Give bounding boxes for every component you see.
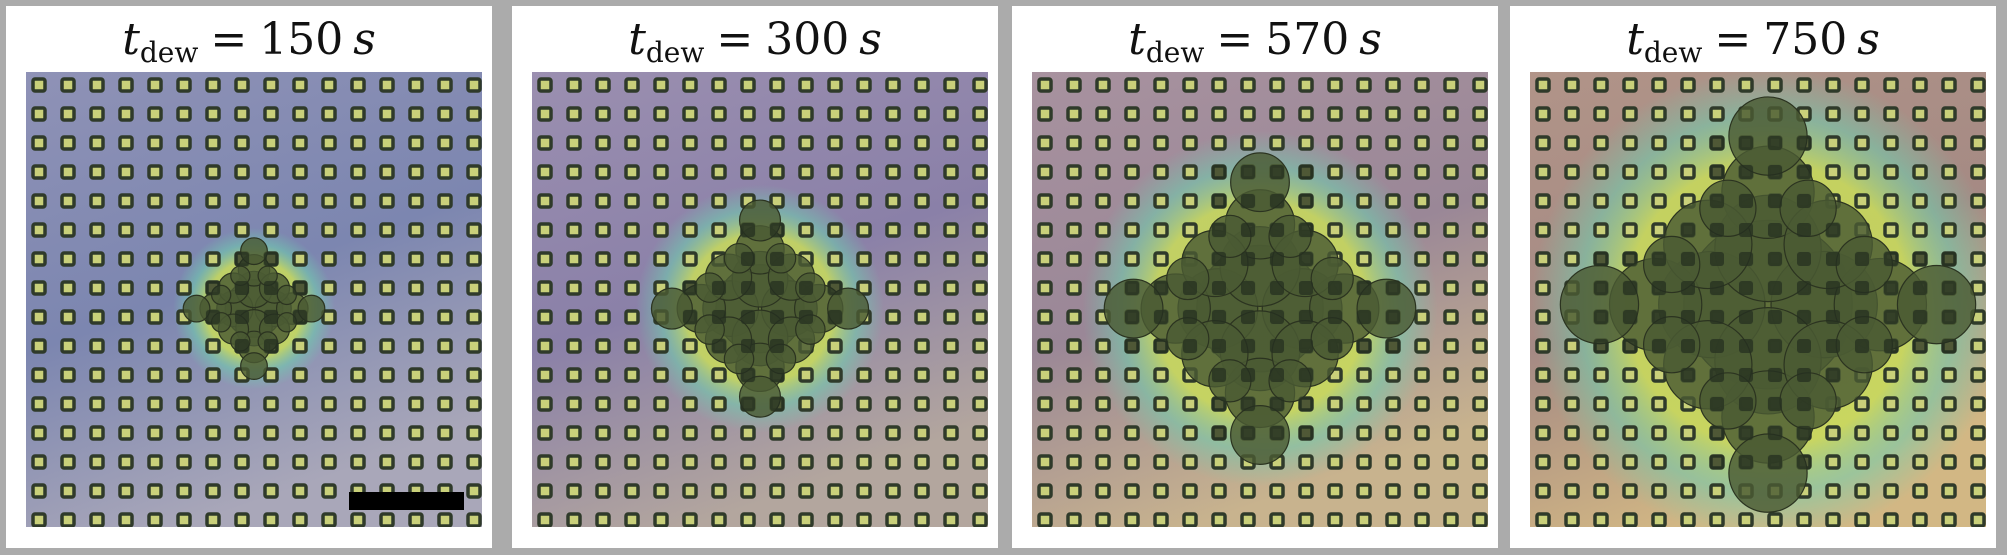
time-value: 300 [765,14,850,65]
condensate-droplet [1103,152,1417,465]
time-value: 750 [1763,14,1848,65]
panel-2: tdew = 300 s [512,6,998,548]
micrograph-image [1032,72,1488,527]
wetted-pillars [1125,165,1400,440]
scale-bar [349,492,464,510]
panel-1-title: tdew = 150 s [6,8,492,72]
condensate-droplet [1559,96,1977,513]
time-subscript: dew [1643,36,1703,69]
wetted-pillars [206,252,307,353]
panel-4-title: tdew = 750 s [1510,8,1996,72]
time-unit: s [859,14,882,65]
wetted-pillars [1594,136,1956,469]
time-unit: s [1857,14,1880,65]
micrograph-image [532,72,988,527]
time-symbol: t [122,14,140,65]
panel-3-micrograph [1032,72,1488,527]
time-subscript: dew [1145,36,1205,69]
equals-sign: = [1216,14,1254,65]
time-subscript: dew [645,36,705,69]
equals-sign: = [1714,14,1752,65]
pillar-array [31,77,482,527]
equals-sign: = [210,14,248,65]
panel-1-micrograph [26,72,482,527]
panel-4-micrograph [1530,72,1986,527]
time-value: 570 [1265,14,1350,65]
micrograph-image [1530,72,1986,527]
panel-2-title: tdew = 300 s [512,8,998,72]
time-unit: s [1359,14,1382,65]
panel-1: tdew = 150 s [6,6,492,548]
time-value: 150 [259,14,344,65]
time-unit: s [353,14,376,65]
panel-3-title: tdew = 570 s [1012,8,1498,72]
time-symbol: t [628,14,646,65]
panel-3: tdew = 570 s [1012,6,1498,548]
wetted-pillars [683,223,842,411]
panel-2-micrograph [532,72,988,527]
time-symbol: t [1626,14,1644,65]
time-symbol: t [1128,14,1146,65]
micrograph-image [26,72,482,527]
panel-4: tdew = 750 s [1510,6,1996,548]
equals-sign: = [716,14,754,65]
time-subscript: dew [139,36,199,69]
